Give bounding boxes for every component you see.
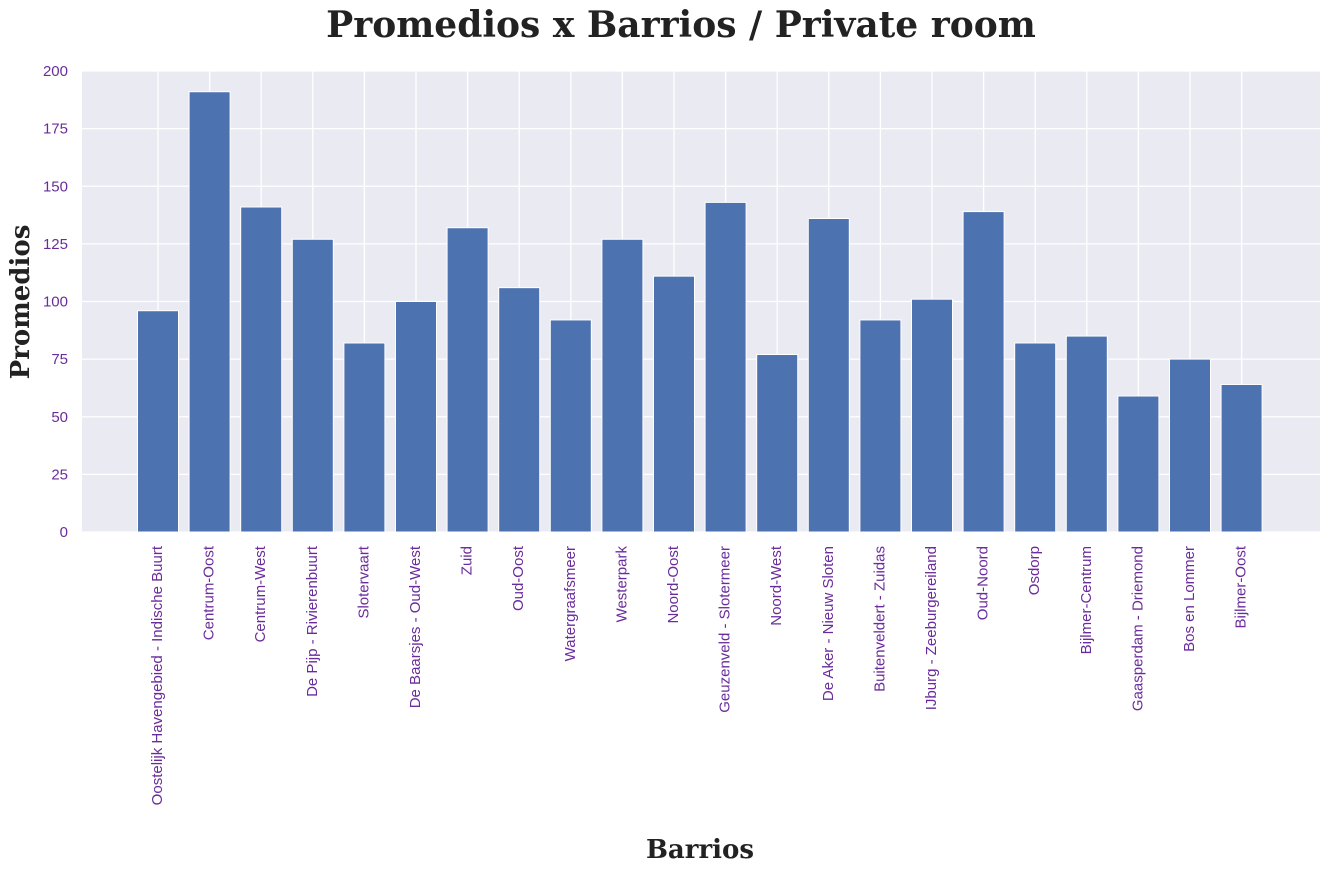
bar (1117, 395, 1160, 533)
x-tick-label: Bijlmer-Centrum (1078, 546, 1095, 654)
x-tick-label: Oud-Oost (510, 545, 527, 611)
bar (343, 342, 386, 533)
bar (1220, 383, 1263, 533)
x-tick-label: Buitenveldert - Zuidas (871, 546, 888, 692)
y-tick-label: 150 (43, 178, 68, 195)
x-tick-label: Centrum-West (252, 545, 269, 642)
x-tick-label: Osdorp (1026, 546, 1043, 595)
bar (756, 354, 799, 533)
x-tick-label: De Baarsjes - Oud-West (407, 545, 424, 708)
x-tick-label: Oud-Noord (975, 546, 992, 620)
x-tick-labels: Oostelijk Havengebied - Indische Buurt Ce… (149, 545, 1250, 805)
bar (549, 319, 592, 533)
x-tick-label: Slotervaart (355, 545, 372, 618)
bar (859, 319, 902, 533)
bar (653, 275, 695, 533)
bar (601, 238, 644, 533)
x-axis-label: Barrios (646, 835, 754, 865)
y-axis-label: Promedios (6, 225, 36, 380)
bar (704, 201, 747, 533)
bars (137, 91, 1263, 533)
y-tick-label: 75 (51, 351, 68, 368)
bar (1169, 358, 1211, 533)
x-tick-label: Geuzenveld - Slotermeer (717, 546, 734, 713)
x-tick-label: Centrum-Oost (201, 545, 218, 640)
bar (1065, 335, 1108, 533)
x-tick-label: De Pijp - Rivierenbuurt (304, 545, 321, 697)
x-tick-label: Oostelijk Havengebied - Indische Buurt (149, 545, 166, 805)
x-tick-label: Noord-Oost (665, 545, 682, 623)
x-tick-label: De Aker - Nieuw Sloten (820, 546, 837, 701)
x-tick-label: Westerpark (613, 546, 630, 623)
bar (911, 298, 953, 533)
bar (240, 206, 283, 533)
y-tick-label: 25 (51, 466, 68, 483)
x-tick-label: Watergraafsmeer (562, 546, 579, 661)
y-tick-label: 50 (51, 409, 68, 426)
y-tick-label: 200 (43, 63, 68, 80)
x-tick-label: IJburg - Zeeburgereiland (923, 546, 940, 710)
bar (807, 218, 850, 533)
bar (137, 310, 179, 533)
y-tick-label: 175 (43, 121, 68, 138)
bar (498, 287, 541, 533)
x-tick-label: Noord-West (768, 545, 785, 626)
bar (291, 238, 334, 533)
x-tick-label: Bos en Lommer (1181, 546, 1198, 652)
chart-title: Promedios x Barrios / Private room (326, 4, 1036, 46)
bar (188, 91, 231, 533)
bar (395, 301, 437, 533)
bar (962, 211, 1005, 533)
y-tick-label: 100 (43, 294, 68, 311)
bar (1014, 342, 1057, 533)
y-tick-label: 125 (43, 236, 68, 253)
y-tick-labels: 0 25 50 75 100 125 150 175 200 (43, 63, 68, 541)
y-tick-label: 0 (60, 524, 68, 541)
x-tick-label: Gaasperdam - Driemond (1129, 546, 1146, 711)
bar (446, 227, 489, 533)
x-tick-label: Zuid (459, 546, 476, 575)
x-tick-label: Bijlmer-Oost (1233, 545, 1250, 628)
